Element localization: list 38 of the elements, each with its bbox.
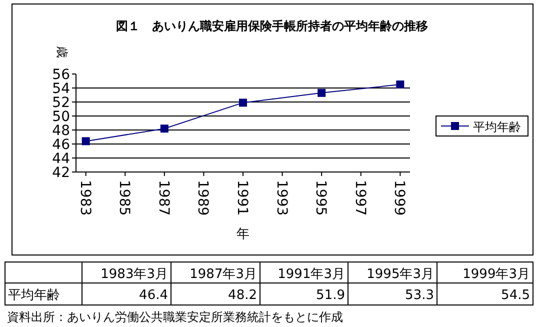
point	[318, 88, 326, 97]
text: 53.3	[405, 288, 434, 303]
chart-title: 図１ あいりん職安雇用保険手帳所持者の平均年齢の推移	[116, 19, 428, 33]
x-tick-label: 1995	[312, 180, 329, 216]
text: 平均年齢	[8, 288, 60, 303]
text: 1999年3月	[462, 267, 530, 282]
x-tick-label: 1997	[352, 180, 368, 216]
x-tick-label: 1993	[273, 180, 290, 216]
y-axis-title: 歳	[55, 46, 69, 58]
x-axis-title: 年	[236, 227, 250, 242]
y-tick-label: 48	[52, 123, 70, 139]
text: 54.5	[501, 288, 530, 303]
legend-label: 平均年齢	[473, 120, 521, 134]
y-tick-label: 46	[52, 137, 70, 153]
y-tick-label: 42	[52, 165, 70, 181]
text: 1987年3月	[190, 267, 257, 282]
y-tick-label: 54	[52, 81, 70, 97]
text: 1995年3月	[366, 267, 434, 282]
point	[396, 80, 404, 88]
text: 51.9	[316, 288, 345, 303]
x-tick-label: 1991	[234, 180, 250, 216]
x-tick-label: 1989	[194, 180, 211, 216]
point	[160, 124, 168, 133]
y-tick-label: 44	[52, 151, 70, 167]
y-tick-label: 56	[52, 67, 70, 83]
y-tick-label: 50	[52, 109, 70, 125]
text: 1991年3月	[278, 267, 345, 282]
x-tick-label: 1985	[116, 180, 132, 216]
text: 資料出所：あいりん労働公共職業安定所業務統計をもとに作成	[7, 310, 343, 324]
point	[82, 137, 90, 146]
x-tick-label: 1999	[391, 180, 408, 216]
text: 46.4	[139, 288, 168, 303]
text: 48.2	[228, 288, 257, 303]
x-tick-label: 1983	[76, 180, 93, 216]
point	[239, 98, 247, 107]
x-tick-label: 1987	[155, 180, 172, 216]
y-tick-label: 52	[52, 95, 70, 111]
text: 1983年3月	[100, 267, 168, 282]
